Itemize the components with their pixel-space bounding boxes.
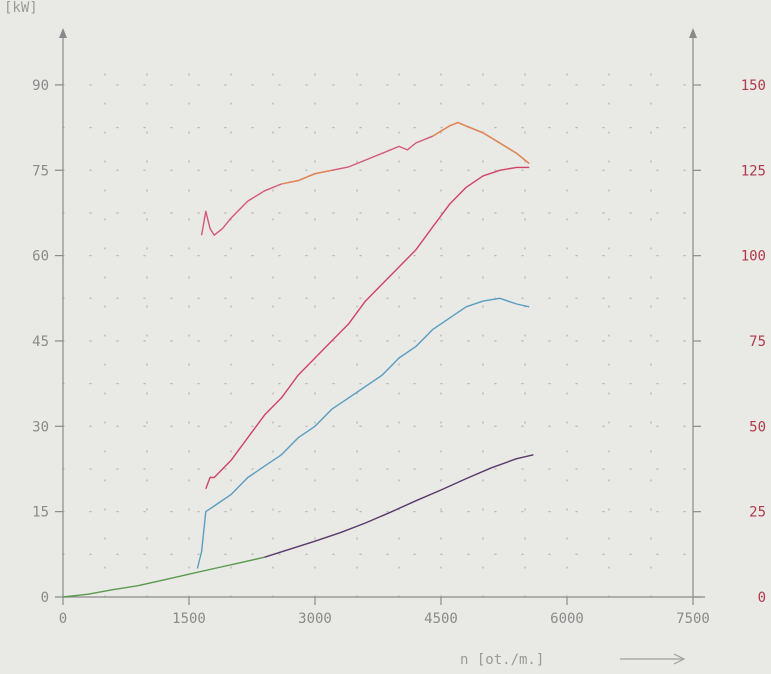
x-axis-label: n [ot./m.]	[460, 652, 544, 668]
left-tick-label: 15	[32, 505, 49, 521]
right-y-axis-arrow-icon	[689, 28, 697, 38]
series-line-torque-segment	[432, 121, 530, 165]
left-tick-label: 0	[41, 590, 49, 606]
series	[62, 121, 534, 598]
series-line-power-upper	[205, 166, 530, 490]
left-tick-label: 30	[32, 419, 49, 435]
series-line-base	[62, 556, 265, 598]
x-tick-label: 1500	[172, 611, 206, 627]
axes	[59, 28, 705, 598]
x-axis-label-arrow-icon	[620, 653, 686, 665]
right-tick-label: 0	[758, 590, 766, 606]
series-line-power-lower	[196, 297, 530, 569]
x-tick-label: 3000	[298, 611, 332, 627]
x-tick-label: 4500	[424, 611, 458, 627]
left-tick-label: 90	[32, 78, 49, 94]
left-y-axis-arrow-icon	[59, 28, 67, 38]
x-tick-label: 7500	[676, 611, 710, 627]
right-tick-label: 50	[749, 419, 766, 435]
x-tick-label: 6000	[550, 611, 584, 627]
right-tick-label: 100	[741, 249, 766, 265]
x-tick-label: 0	[59, 611, 67, 627]
right-tick-label: 125	[741, 163, 766, 179]
grid	[62, 47, 694, 598]
series-line-torque-segment	[281, 169, 332, 185]
left-tick-label: 75	[32, 163, 49, 179]
left-tick-label: 60	[32, 249, 49, 265]
right-tick-label: 150	[741, 78, 766, 94]
series-line-base-segment	[264, 454, 534, 558]
right-tick-label: 25	[749, 505, 766, 521]
right-tick-label: 75	[749, 334, 766, 350]
series-line-torque	[200, 121, 530, 236]
left-tick-label: 45	[32, 334, 49, 350]
left-y-axis-label: [kW]	[4, 0, 38, 16]
